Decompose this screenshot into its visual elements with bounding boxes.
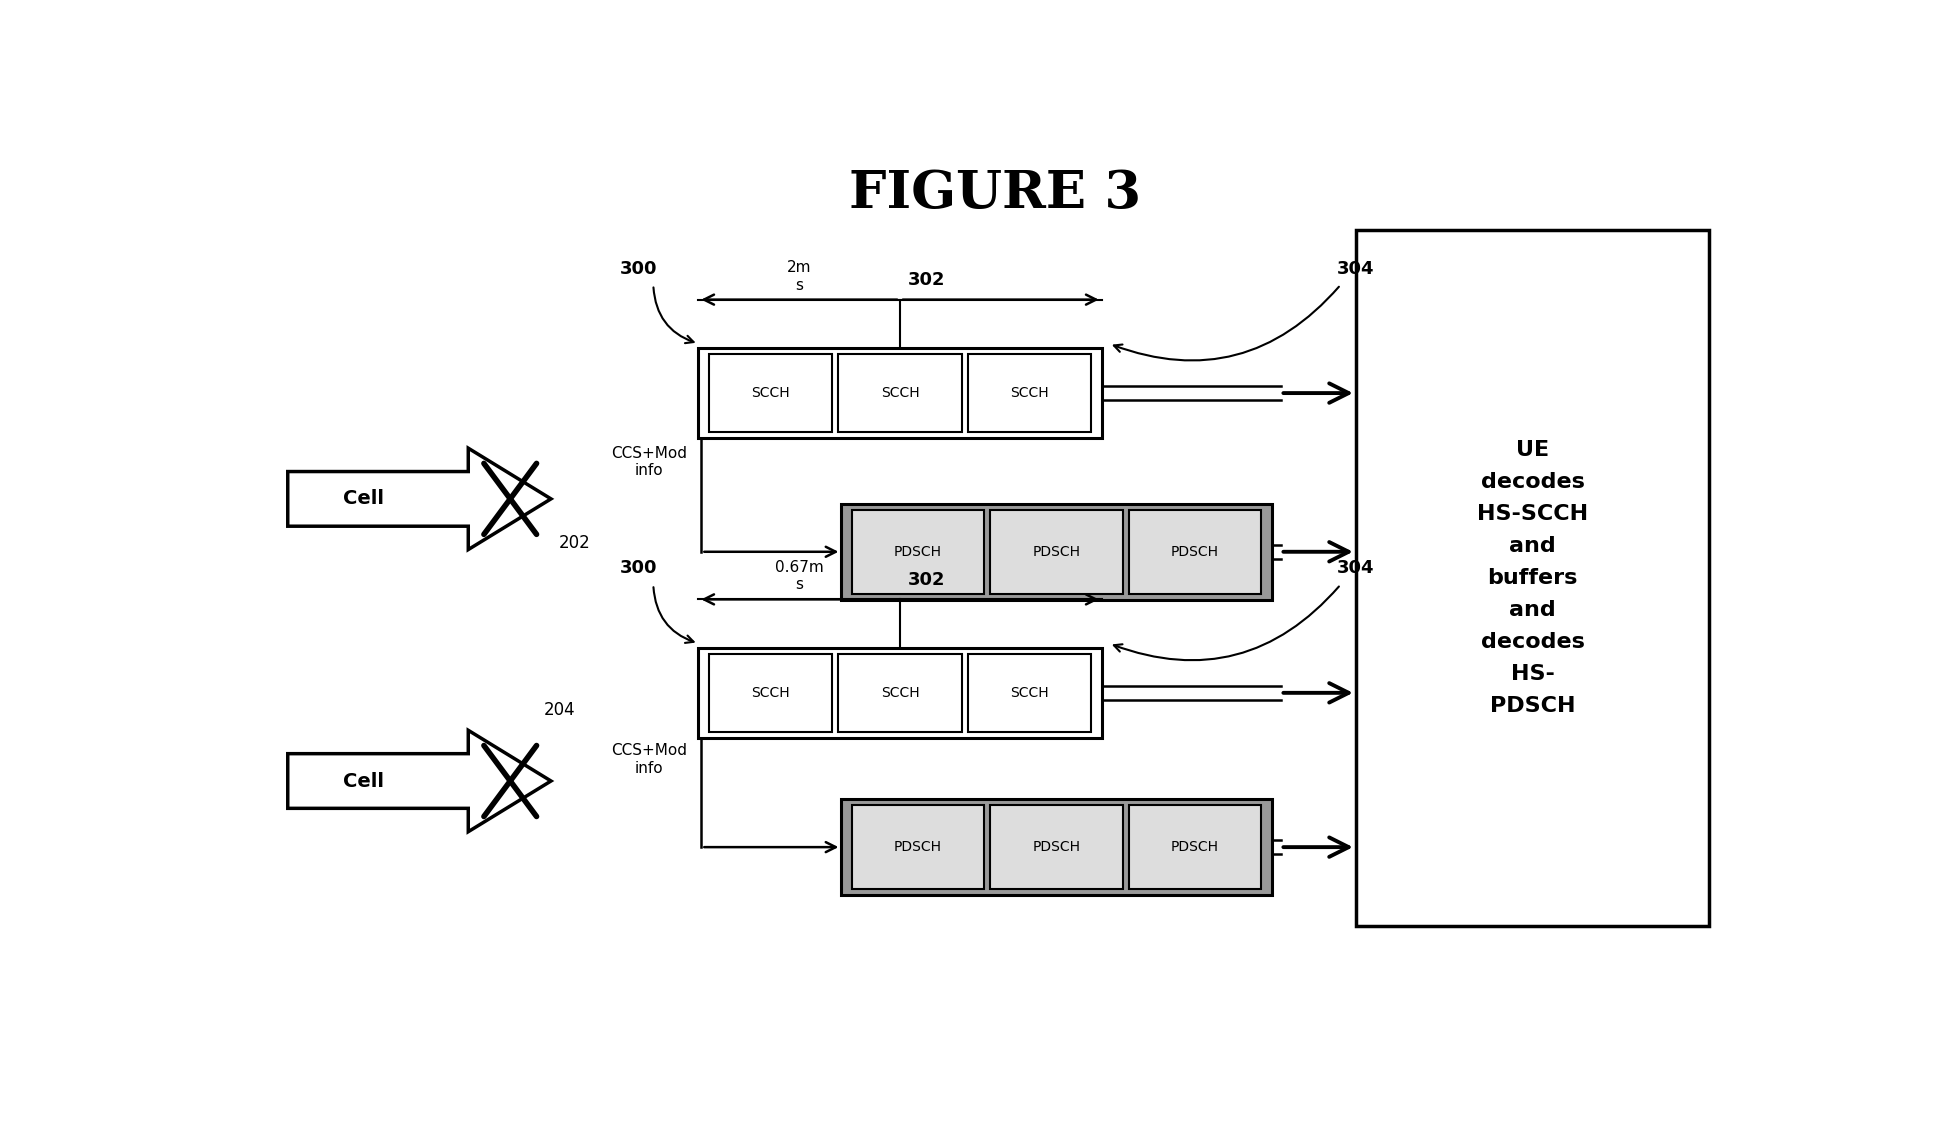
Text: 300: 300 xyxy=(619,560,656,577)
FancyBboxPatch shape xyxy=(699,648,1102,737)
FancyBboxPatch shape xyxy=(840,504,1271,600)
Text: Cell: Cell xyxy=(344,489,384,508)
Text: SCCH: SCCH xyxy=(1009,386,1048,400)
FancyBboxPatch shape xyxy=(969,354,1091,432)
Polygon shape xyxy=(287,448,551,550)
FancyBboxPatch shape xyxy=(969,654,1091,732)
FancyBboxPatch shape xyxy=(839,354,961,432)
Text: SCCH: SCCH xyxy=(881,686,920,700)
Text: 0.67m
s: 0.67m s xyxy=(774,560,823,592)
Text: PDSCH: PDSCH xyxy=(1033,840,1081,854)
FancyBboxPatch shape xyxy=(1128,805,1262,889)
FancyBboxPatch shape xyxy=(839,654,961,732)
Text: 300: 300 xyxy=(619,260,656,277)
Text: FIGURE 3: FIGURE 3 xyxy=(848,168,1141,219)
Text: PDSCH: PDSCH xyxy=(895,545,941,559)
Text: CCS+Mod
info: CCS+Mod info xyxy=(611,445,687,479)
Text: PDSCH: PDSCH xyxy=(895,840,941,854)
Text: SCCH: SCCH xyxy=(751,686,790,700)
FancyBboxPatch shape xyxy=(708,654,833,732)
Text: 302: 302 xyxy=(908,571,945,589)
FancyBboxPatch shape xyxy=(852,805,984,889)
Text: SCCH: SCCH xyxy=(751,386,790,400)
Text: PDSCH: PDSCH xyxy=(1033,545,1081,559)
FancyBboxPatch shape xyxy=(699,348,1102,439)
Text: PDSCH: PDSCH xyxy=(1170,545,1219,559)
Text: UE
decodes
HS-SCCH
and
buffers
and
decodes
HS-
PDSCH: UE decodes HS-SCCH and buffers and decod… xyxy=(1477,440,1588,717)
Text: Cell: Cell xyxy=(344,772,384,790)
FancyBboxPatch shape xyxy=(852,510,984,593)
FancyBboxPatch shape xyxy=(1357,230,1710,926)
Text: SCCH: SCCH xyxy=(1009,686,1048,700)
Text: 304: 304 xyxy=(1337,260,1374,277)
Text: 2m
s: 2m s xyxy=(786,260,811,293)
FancyBboxPatch shape xyxy=(990,805,1122,889)
Polygon shape xyxy=(287,731,551,831)
FancyBboxPatch shape xyxy=(840,799,1271,895)
Text: SCCH: SCCH xyxy=(881,386,920,400)
Text: 204: 204 xyxy=(543,701,575,719)
FancyBboxPatch shape xyxy=(1128,510,1262,593)
Text: PDSCH: PDSCH xyxy=(1170,840,1219,854)
Text: CCS+Mod
info: CCS+Mod info xyxy=(611,743,687,776)
FancyBboxPatch shape xyxy=(990,510,1122,593)
FancyBboxPatch shape xyxy=(708,354,833,432)
Text: 302: 302 xyxy=(908,271,945,289)
Text: 304: 304 xyxy=(1337,560,1374,577)
Text: 202: 202 xyxy=(559,534,590,552)
